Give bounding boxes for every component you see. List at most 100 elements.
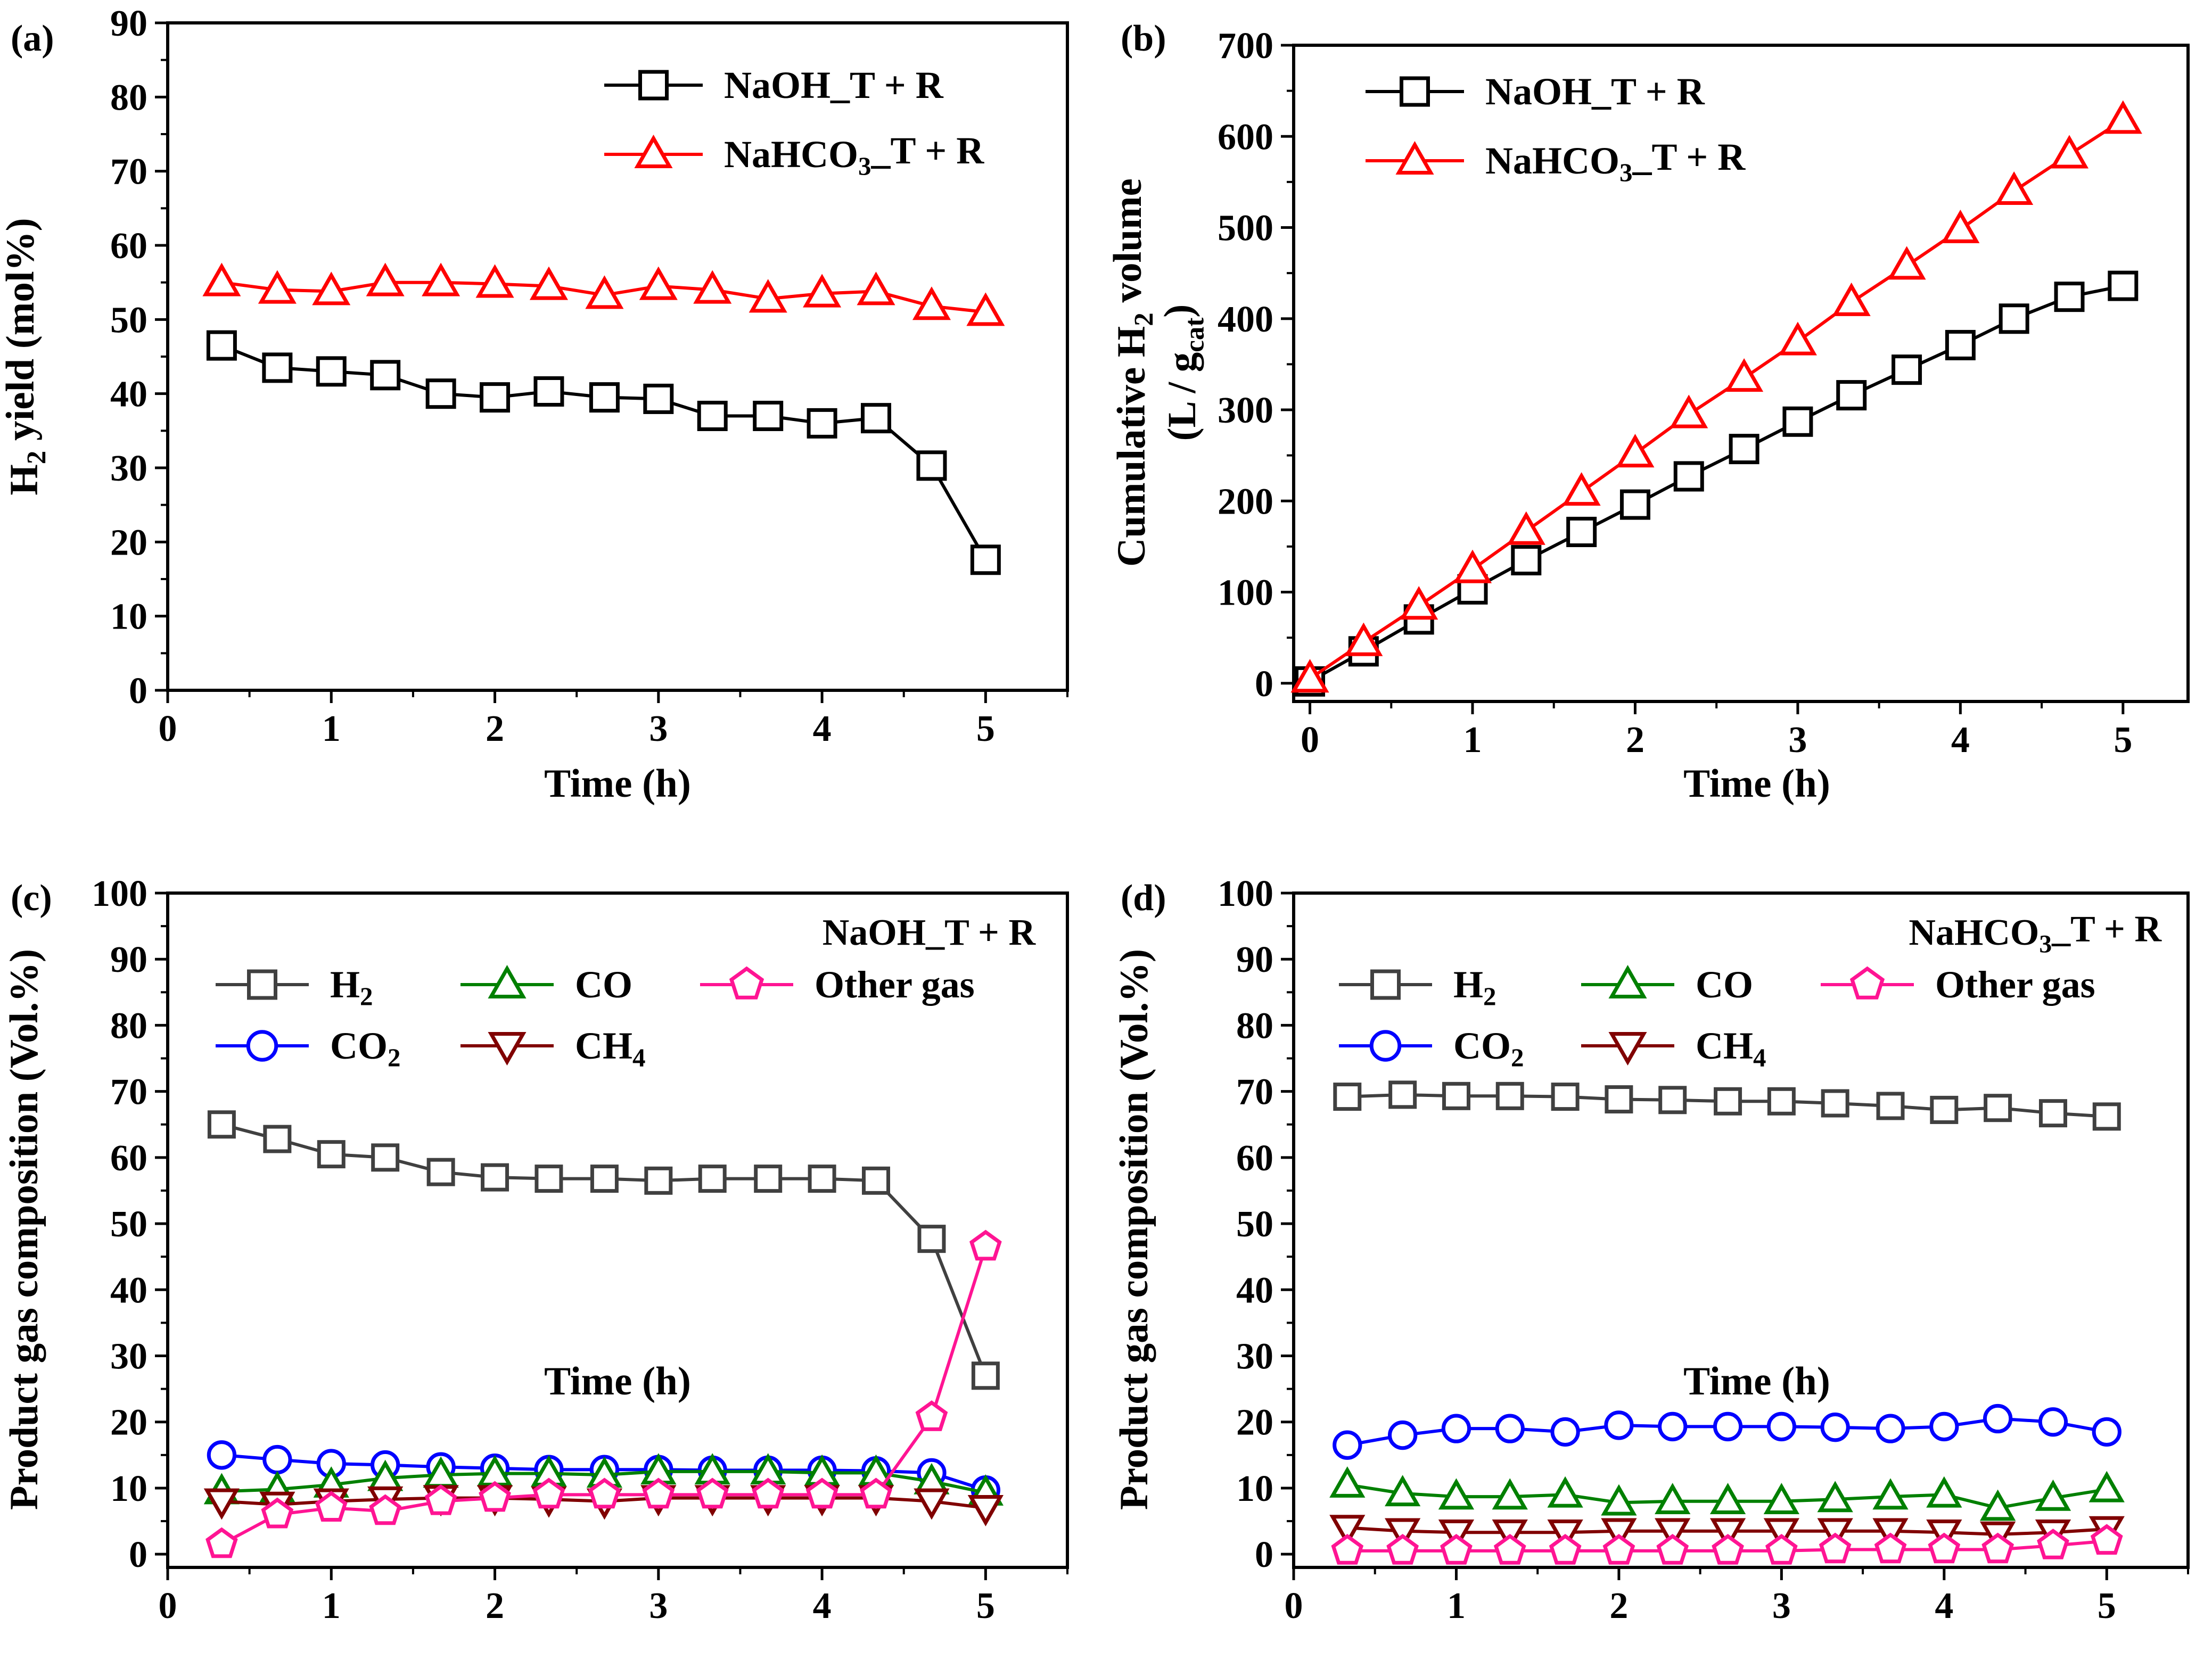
legend-item: NaOH_T + R <box>604 64 944 106</box>
data-point <box>1928 1532 1961 1564</box>
data-point <box>1817 1481 1853 1513</box>
data-point <box>754 1165 783 1193</box>
y-tick-label: 10 <box>110 597 147 638</box>
legend-label: Other gas <box>815 963 975 1006</box>
data-point <box>970 544 1001 575</box>
subscript: 2 <box>1129 312 1159 326</box>
data-point <box>644 1166 673 1195</box>
data-point <box>808 1165 836 1193</box>
data-point <box>263 1125 292 1153</box>
text-part: H <box>2 464 46 495</box>
series-co2 <box>1333 1403 2121 1460</box>
plot-frame <box>166 21 1069 692</box>
plot-frame <box>166 891 1069 1569</box>
data-point <box>915 1400 948 1431</box>
subscript: cat <box>1180 318 1210 352</box>
data-point <box>1331 1533 1364 1565</box>
x-tick-label: 2 <box>486 708 504 749</box>
data-point <box>317 1140 346 1169</box>
text-part: CO <box>1696 963 1753 1006</box>
data-point <box>1602 1533 1635 1565</box>
x-tick-label: 2 <box>1609 1586 1628 1626</box>
legend-marker <box>488 1032 527 1066</box>
x-tick-label: 3 <box>649 708 668 749</box>
data-point <box>1605 1085 1633 1114</box>
data-point <box>860 1477 892 1509</box>
y-tick-label: 80 <box>1236 1005 1273 1046</box>
data-point <box>1778 321 1817 356</box>
legend-marker <box>1608 1032 1647 1066</box>
y-tick-label: 0 <box>129 1534 147 1575</box>
data-point <box>1492 1478 1528 1510</box>
data-point <box>1983 1403 2013 1434</box>
legend-item: CH4 <box>1581 1025 1766 1072</box>
series-naoh-t-r <box>1295 270 2139 697</box>
text-part: CH <box>1696 1025 1753 1067</box>
y-tick-label: 60 <box>110 1138 147 1179</box>
text-part: Other gas <box>1935 963 2095 1006</box>
y-tick-label: 30 <box>110 448 147 489</box>
data-point <box>316 356 347 387</box>
y-tick-label: 600 <box>1218 117 1273 158</box>
data-point <box>857 271 895 305</box>
panel-label: (a) <box>11 18 54 59</box>
y-tick-label: 400 <box>1218 299 1273 340</box>
y-tick-label: 0 <box>129 671 147 712</box>
y-tick-label: 60 <box>110 226 147 267</box>
data-point <box>1601 1518 1637 1550</box>
data-point <box>2090 1524 2123 1555</box>
data-point <box>1655 1518 1691 1550</box>
plot-frame <box>1292 44 2190 703</box>
data-point <box>2103 100 2142 134</box>
data-point <box>203 1488 240 1520</box>
data-point <box>698 1165 727 1193</box>
data-point <box>917 1225 946 1253</box>
data-point <box>1547 1476 1583 1508</box>
y-tick-label: 0 <box>1255 664 1273 705</box>
data-point <box>861 1166 890 1195</box>
x-tick-label: 4 <box>1951 720 1970 761</box>
data-point <box>1385 1475 1421 1507</box>
data-point <box>1999 303 2029 334</box>
y-tick-label: 80 <box>110 77 147 118</box>
data-point <box>1549 1533 1582 1565</box>
series-line <box>1309 284 2124 683</box>
series-naoh-t-r <box>206 330 1001 575</box>
y-axis-title: Product gas composition (Vol.%) <box>2 949 46 1510</box>
text-part: CO <box>1453 1025 1511 1067</box>
data-point <box>1984 1094 2012 1122</box>
x-tick-label: 0 <box>1285 1586 1303 1626</box>
data-point <box>590 1165 619 1193</box>
data-point <box>2108 270 2139 301</box>
x-tick-label: 3 <box>1772 1586 1791 1626</box>
series-h2 <box>1333 1080 2121 1131</box>
data-point <box>639 266 678 300</box>
data-point <box>1344 622 1383 656</box>
legend-label: CO2 <box>1453 1025 1524 1072</box>
y-tick-label: 30 <box>1236 1336 1273 1377</box>
x-tick-label: 3 <box>649 1586 668 1626</box>
y-tick-label: 100 <box>92 873 147 914</box>
data-point <box>1438 1478 1475 1510</box>
data-point <box>1836 380 1867 411</box>
data-point <box>425 378 456 409</box>
data-point <box>805 1477 838 1509</box>
data-point <box>1507 511 1545 545</box>
legend-marker <box>1400 76 1430 107</box>
data-point <box>479 1481 511 1512</box>
data-point <box>1495 1414 1525 1443</box>
legend-marker <box>247 969 277 1000</box>
x-tick-label: 0 <box>159 708 177 749</box>
data-point <box>481 1163 509 1192</box>
data-point <box>1453 549 1492 583</box>
y-tick-label: 10 <box>1236 1468 1273 1509</box>
legend-item: CH4 <box>461 1025 645 1072</box>
data-point <box>1440 1533 1473 1565</box>
data-point <box>1832 282 1871 316</box>
x-tick-label: 1 <box>1447 1586 1466 1626</box>
text-part: yield (mol%) <box>0 218 43 450</box>
legend-label: CH4 <box>575 1025 645 1072</box>
data-point <box>371 1143 400 1172</box>
